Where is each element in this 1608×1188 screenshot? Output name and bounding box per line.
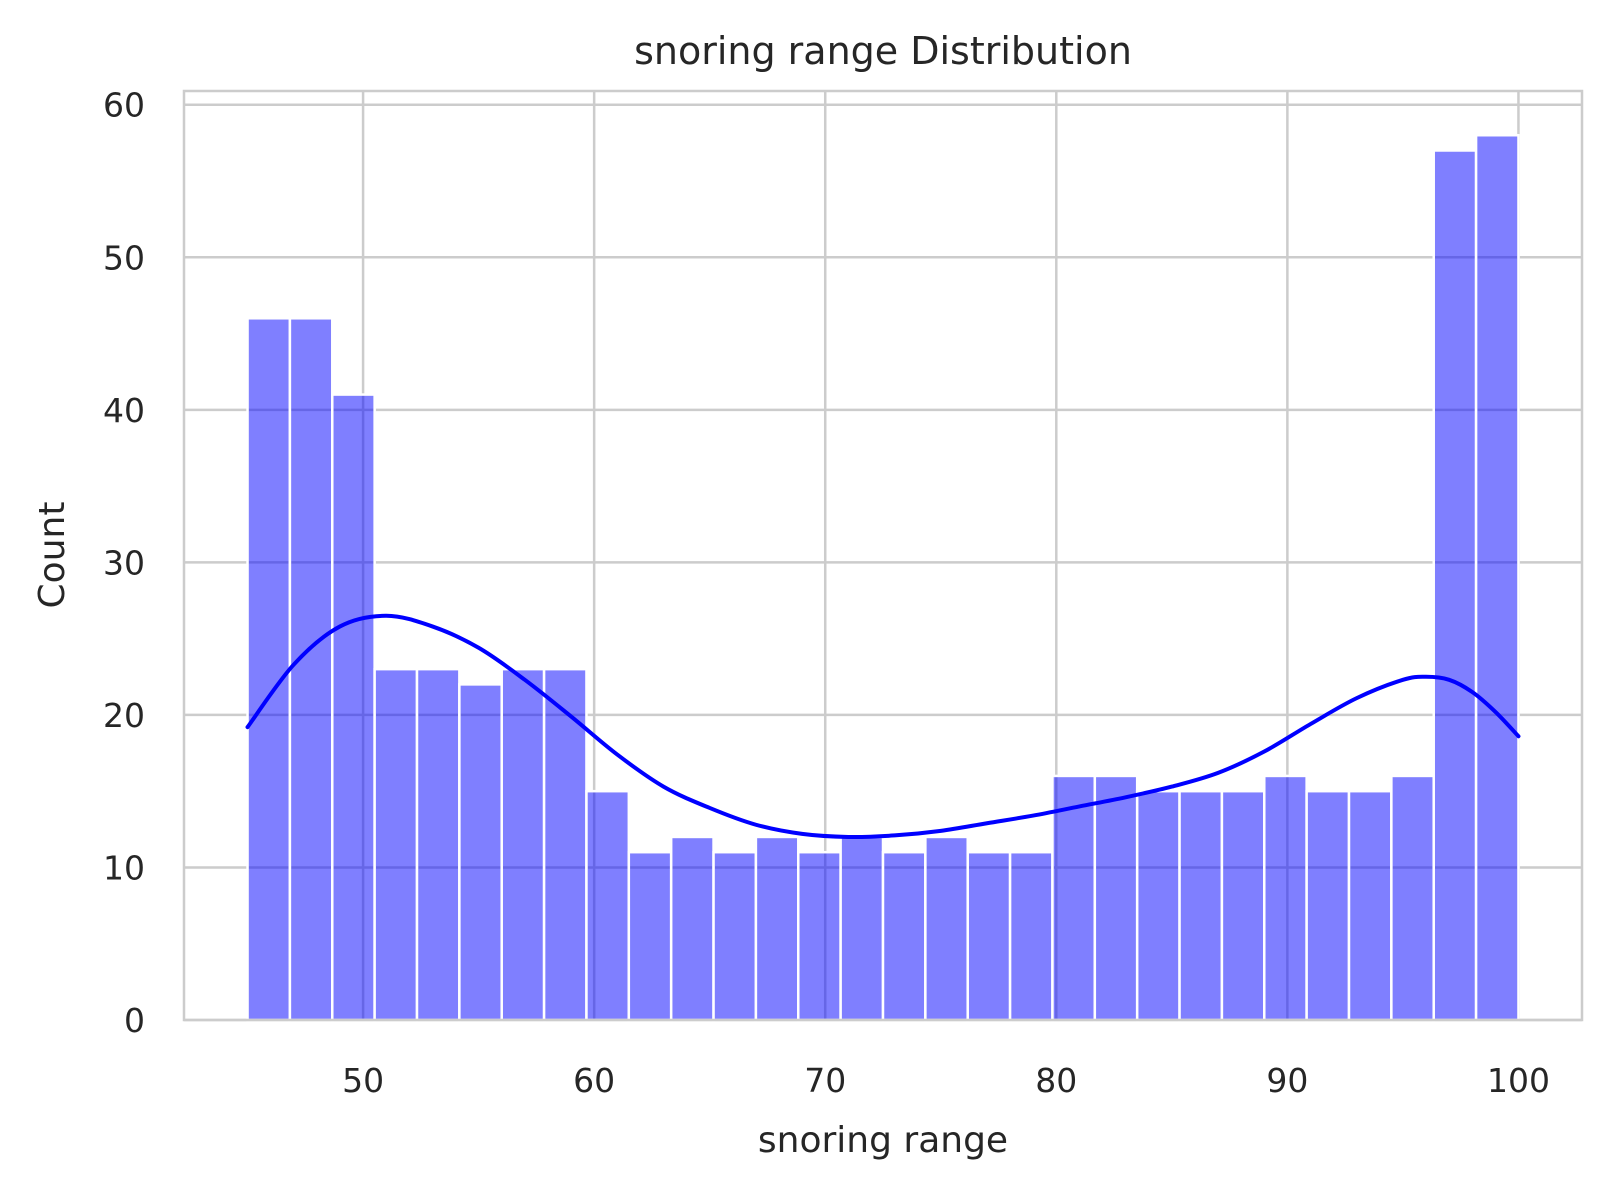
y-tick-label: 0	[124, 1001, 145, 1040]
x-tick-label: 50	[342, 1061, 384, 1100]
x-tick-labels: 50 60 70 80 90 100	[342, 1061, 1550, 1100]
histogram-bar	[627, 850, 673, 1022]
x-tick-label: 90	[1266, 1061, 1308, 1100]
y-tick-labels: 0 10 20 30 40 50 60	[103, 86, 145, 1040]
y-tick-label: 40	[103, 391, 145, 430]
histogram-bar	[288, 317, 334, 1022]
histogram-bar	[797, 850, 842, 1022]
histogram-bar	[500, 667, 546, 1022]
histogram-bar	[1220, 789, 1266, 1022]
y-tick-label: 10	[103, 848, 145, 887]
histogram-bar	[1432, 149, 1478, 1022]
histogram-bar	[1474, 133, 1520, 1022]
y-tick-label: 60	[103, 86, 145, 125]
plot-frame	[182, 89, 1584, 1022]
histogram-bar	[1008, 850, 1054, 1022]
x-axis-label: snoring range	[758, 1120, 1008, 1161]
chart-title: snoring range Distribution	[634, 29, 1132, 73]
histogram-bar	[1347, 789, 1393, 1022]
histogram-bar	[839, 835, 885, 1022]
histogram-bar	[415, 667, 461, 1022]
x-tick-label: 80	[1035, 1061, 1077, 1100]
x-tick-label: 60	[573, 1061, 615, 1100]
histogram-bar	[1093, 774, 1139, 1022]
histogram-bar	[754, 835, 800, 1022]
histogram-bar	[458, 683, 503, 1022]
kde-curve	[245, 613, 1521, 839]
y-tick-label: 30	[103, 543, 145, 582]
y-tick-label: 20	[103, 696, 145, 735]
histogram-bar	[712, 850, 758, 1022]
x-tick-label: 100	[1487, 1061, 1550, 1100]
histogram-bars	[246, 133, 1520, 1022]
histogram-bar	[881, 850, 927, 1022]
histogram-bar	[331, 393, 376, 1022]
histogram-bar	[1263, 774, 1308, 1022]
y-tick-label: 50	[103, 238, 145, 277]
histogram-bar	[966, 850, 1012, 1022]
histogram-bar	[924, 835, 969, 1022]
histogram-bar	[373, 667, 419, 1022]
histogram-bar	[1135, 789, 1181, 1022]
histogram-bar	[246, 317, 292, 1022]
histogram-bar	[669, 835, 715, 1022]
histogram-bar	[1178, 789, 1224, 1022]
x-tick-label: 70	[804, 1061, 846, 1100]
y-axis-label: Count	[32, 502, 73, 609]
histogram-bar	[1305, 789, 1351, 1022]
histogram-bar	[1051, 774, 1097, 1022]
histogram-bar	[1390, 774, 1435, 1022]
histogram-bar	[585, 789, 631, 1022]
